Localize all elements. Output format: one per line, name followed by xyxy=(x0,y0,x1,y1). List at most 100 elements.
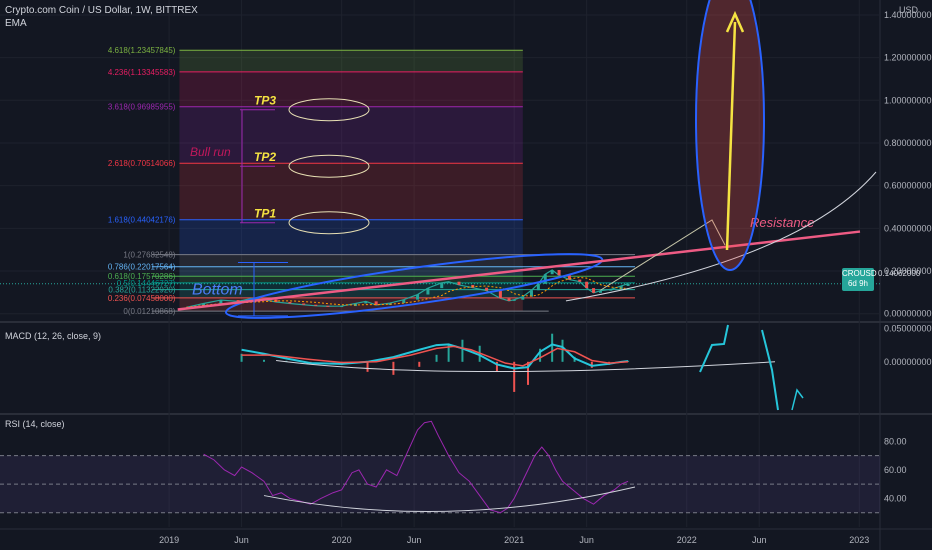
signal-line xyxy=(241,345,629,367)
bottom-label: Bottom xyxy=(192,282,243,299)
candle xyxy=(592,288,596,293)
support-curve xyxy=(565,171,877,302)
x-tick-label: 2022 xyxy=(677,535,697,545)
candle xyxy=(512,299,516,301)
y-tick-label: 1.00000000 xyxy=(884,95,932,105)
macd-histogram-bar xyxy=(263,359,265,362)
projection-arrow xyxy=(725,21,737,251)
macd-histogram-bar xyxy=(447,343,450,362)
fib-band xyxy=(179,282,523,290)
price-tag: CROUSD 6d 9h xyxy=(842,268,877,291)
price-symbol: CROUSD xyxy=(842,269,877,278)
fib-band xyxy=(179,254,523,267)
macd-histogram-bar xyxy=(539,348,542,362)
candle xyxy=(543,274,547,284)
candle xyxy=(567,275,571,280)
tp-label: TP3 xyxy=(254,94,276,108)
rsi-title: RSI (14, close) xyxy=(5,419,65,429)
fib-level-label: 0.236(0.07458000) xyxy=(108,294,176,303)
macd-projection xyxy=(761,329,779,411)
candle xyxy=(498,290,502,299)
fib-band xyxy=(179,50,523,72)
macd-histogram-bar xyxy=(392,361,395,375)
candle xyxy=(557,269,561,276)
candle xyxy=(326,305,330,307)
tp-ellipse xyxy=(288,98,370,122)
y-tick-label: 0.05000000 xyxy=(884,323,932,333)
macd-projection xyxy=(699,324,729,373)
tp-label: TP1 xyxy=(254,207,276,221)
fib-level-label: 0.382(0.11322920) xyxy=(108,286,175,295)
fib-band xyxy=(179,71,523,107)
candle xyxy=(521,296,525,300)
y-tick-label: 0.00000000 xyxy=(884,309,932,319)
tp-ellipse xyxy=(288,211,370,235)
candle xyxy=(578,279,582,282)
macd-histogram-bar xyxy=(561,339,564,362)
fib-level-label: 3.618(0.96985955) xyxy=(108,103,176,112)
macd-projection xyxy=(791,388,804,411)
macd-histogram-bar xyxy=(495,361,498,372)
y-tick-label: 0.00000000 xyxy=(884,357,932,367)
x-tick-label: 2020 xyxy=(332,535,352,545)
candle xyxy=(416,294,420,300)
candle xyxy=(302,303,306,305)
macd-histogram-bar xyxy=(418,361,421,367)
rsi-trend-curve xyxy=(263,486,636,513)
y-tick-label: 40.00 xyxy=(884,493,907,503)
y-tick-label: 1.20000000 xyxy=(884,53,932,63)
currency-label: USD xyxy=(898,5,918,15)
fib-level-label: 1.618(0.44042176) xyxy=(108,216,176,225)
y-tick-label: 1.40000000 xyxy=(884,10,932,20)
x-tick-label: 2023 xyxy=(849,535,869,545)
projection-line xyxy=(600,219,726,291)
candle xyxy=(374,301,378,305)
y-tick-label: 0.40000000 xyxy=(884,223,932,233)
y-tick-label: 60.00 xyxy=(884,465,907,475)
candle xyxy=(440,282,444,289)
fib-band xyxy=(179,106,523,164)
candle xyxy=(274,299,278,302)
candle xyxy=(364,301,368,304)
macd-histogram-bar xyxy=(461,339,464,362)
candle xyxy=(536,283,540,291)
macd-histogram-bar xyxy=(366,361,369,372)
fib-level-label: 0(0.01210868) xyxy=(123,307,175,316)
fib-level-label: 1(0.27682548) xyxy=(123,251,175,260)
candle xyxy=(314,304,318,306)
fib-band xyxy=(179,289,523,298)
candle xyxy=(529,290,533,297)
ema-line xyxy=(186,276,629,308)
macd-title: MACD (12, 26, close, 9) xyxy=(5,331,101,341)
fib-level-label: 0.786(0.22017564) xyxy=(108,263,176,272)
candle xyxy=(485,287,489,291)
x-tick-label: 2019 xyxy=(159,535,179,545)
candle xyxy=(550,269,554,275)
resistance-label: Resistance xyxy=(750,215,814,230)
candle xyxy=(236,300,240,302)
candle xyxy=(507,298,511,301)
x-tick-label: 2021 xyxy=(504,535,524,545)
candle xyxy=(609,289,613,291)
y-tick-label: 0.60000000 xyxy=(884,181,932,191)
candle xyxy=(457,281,461,285)
fib-band xyxy=(179,219,523,255)
bull-run-label: Bull run xyxy=(190,145,231,159)
candle xyxy=(447,281,451,283)
x-tick-label: Jun xyxy=(752,535,767,545)
fib-band xyxy=(179,266,523,277)
macd-histogram-bar xyxy=(513,361,516,392)
macd-histogram-bar xyxy=(435,354,438,362)
y-tick-label: 0.80000000 xyxy=(884,138,932,148)
candle xyxy=(626,283,630,286)
bottom-ellipse xyxy=(224,253,604,319)
candle xyxy=(598,290,602,293)
price-value: 0.14062000 xyxy=(878,269,921,278)
candle xyxy=(340,306,344,308)
macd-trend-curve xyxy=(276,359,776,373)
rsi-band xyxy=(0,455,880,513)
candle xyxy=(426,288,430,295)
candle xyxy=(402,299,406,304)
